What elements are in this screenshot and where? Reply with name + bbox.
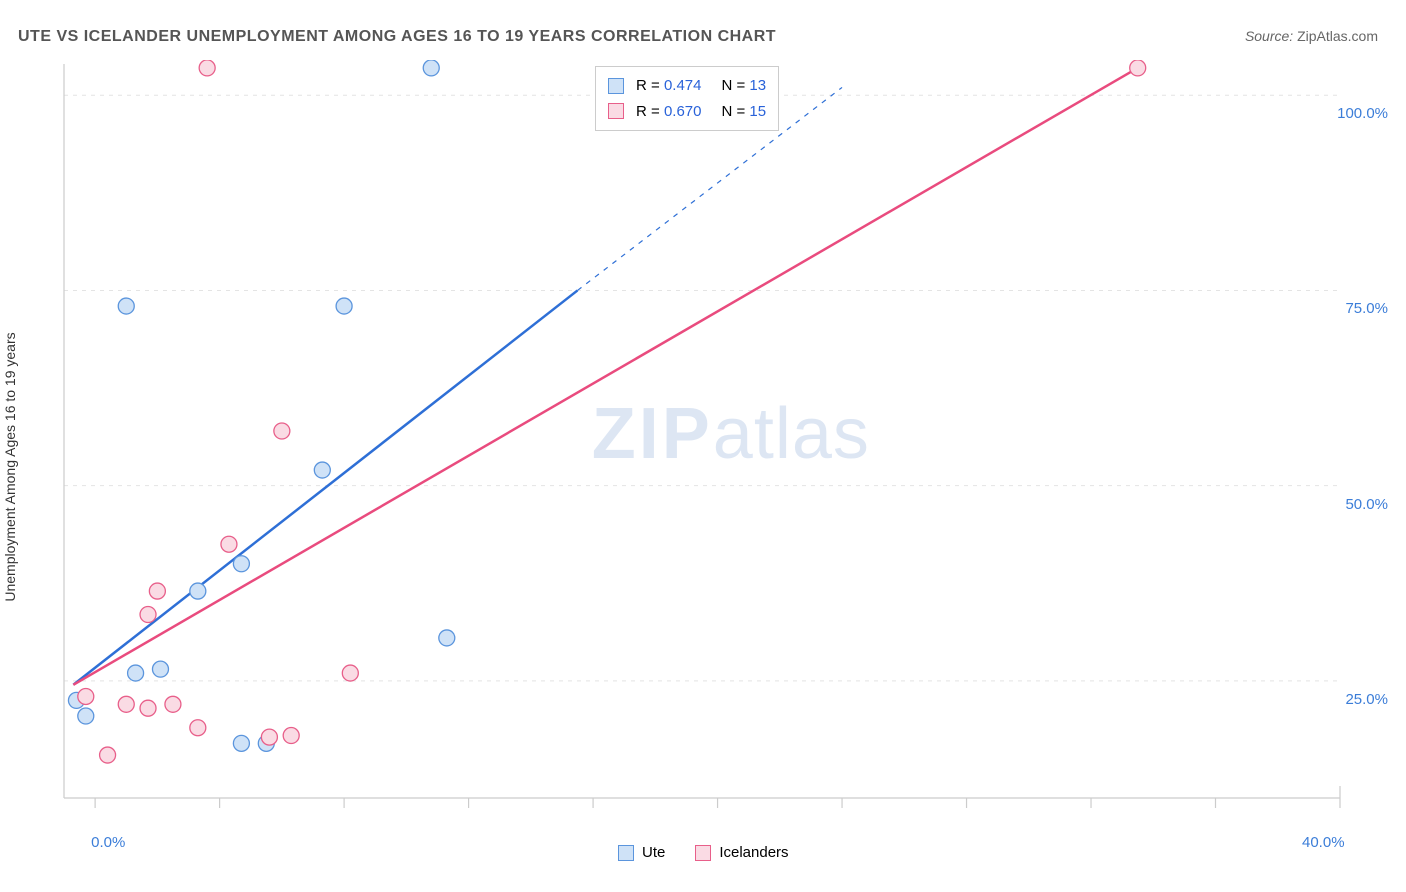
y-axis-label: Unemployment Among Ages 16 to 19 years [2, 332, 18, 601]
legend-swatch [608, 103, 624, 119]
y-tick-label: 75.0% [1345, 300, 1388, 317]
source-attribution: Source: ZipAtlas.com [1245, 28, 1378, 44]
y-tick-label: 50.0% [1345, 496, 1388, 513]
source-label: Source: [1245, 28, 1293, 44]
source-value: ZipAtlas.com [1297, 28, 1378, 44]
y-tick-label: 100.0% [1337, 105, 1388, 122]
legend-r-label: R = 0.474 [636, 73, 701, 99]
legend-stat-row: R = 0.474 N = 13 [608, 73, 766, 99]
watermark-zip: ZIP [592, 394, 713, 474]
watermark: ZIPatlas [592, 393, 870, 475]
legend-swatch [608, 78, 624, 94]
x-tick-label: 0.0% [91, 834, 125, 851]
legend-swatch [618, 845, 634, 861]
legend-series-name: Ute [642, 844, 665, 861]
chart-title: UTE VS ICELANDER UNEMPLOYMENT AMONG AGES… [18, 28, 776, 46]
legend-series-item: Ute [618, 844, 665, 861]
legend-stats: R = 0.474 N = 13 R = 0.670 N = 15 [595, 66, 779, 131]
legend-n-label: N = 15 [721, 99, 766, 125]
x-tick-label: 40.0% [1302, 834, 1345, 851]
legend-series-item: Icelanders [695, 844, 788, 861]
legend-r-label: R = 0.670 [636, 99, 701, 125]
legend-series: Ute Icelanders [618, 844, 789, 861]
legend-n-label: N = 13 [721, 73, 766, 99]
y-tick-label: 25.0% [1345, 691, 1388, 708]
legend-stat-row: R = 0.670 N = 15 [608, 99, 766, 125]
chart-container: Unemployment Among Ages 16 to 19 years Z… [18, 60, 1388, 874]
watermark-atlas: atlas [713, 394, 870, 474]
legend-series-name: Icelanders [719, 844, 788, 861]
legend-swatch [695, 845, 711, 861]
